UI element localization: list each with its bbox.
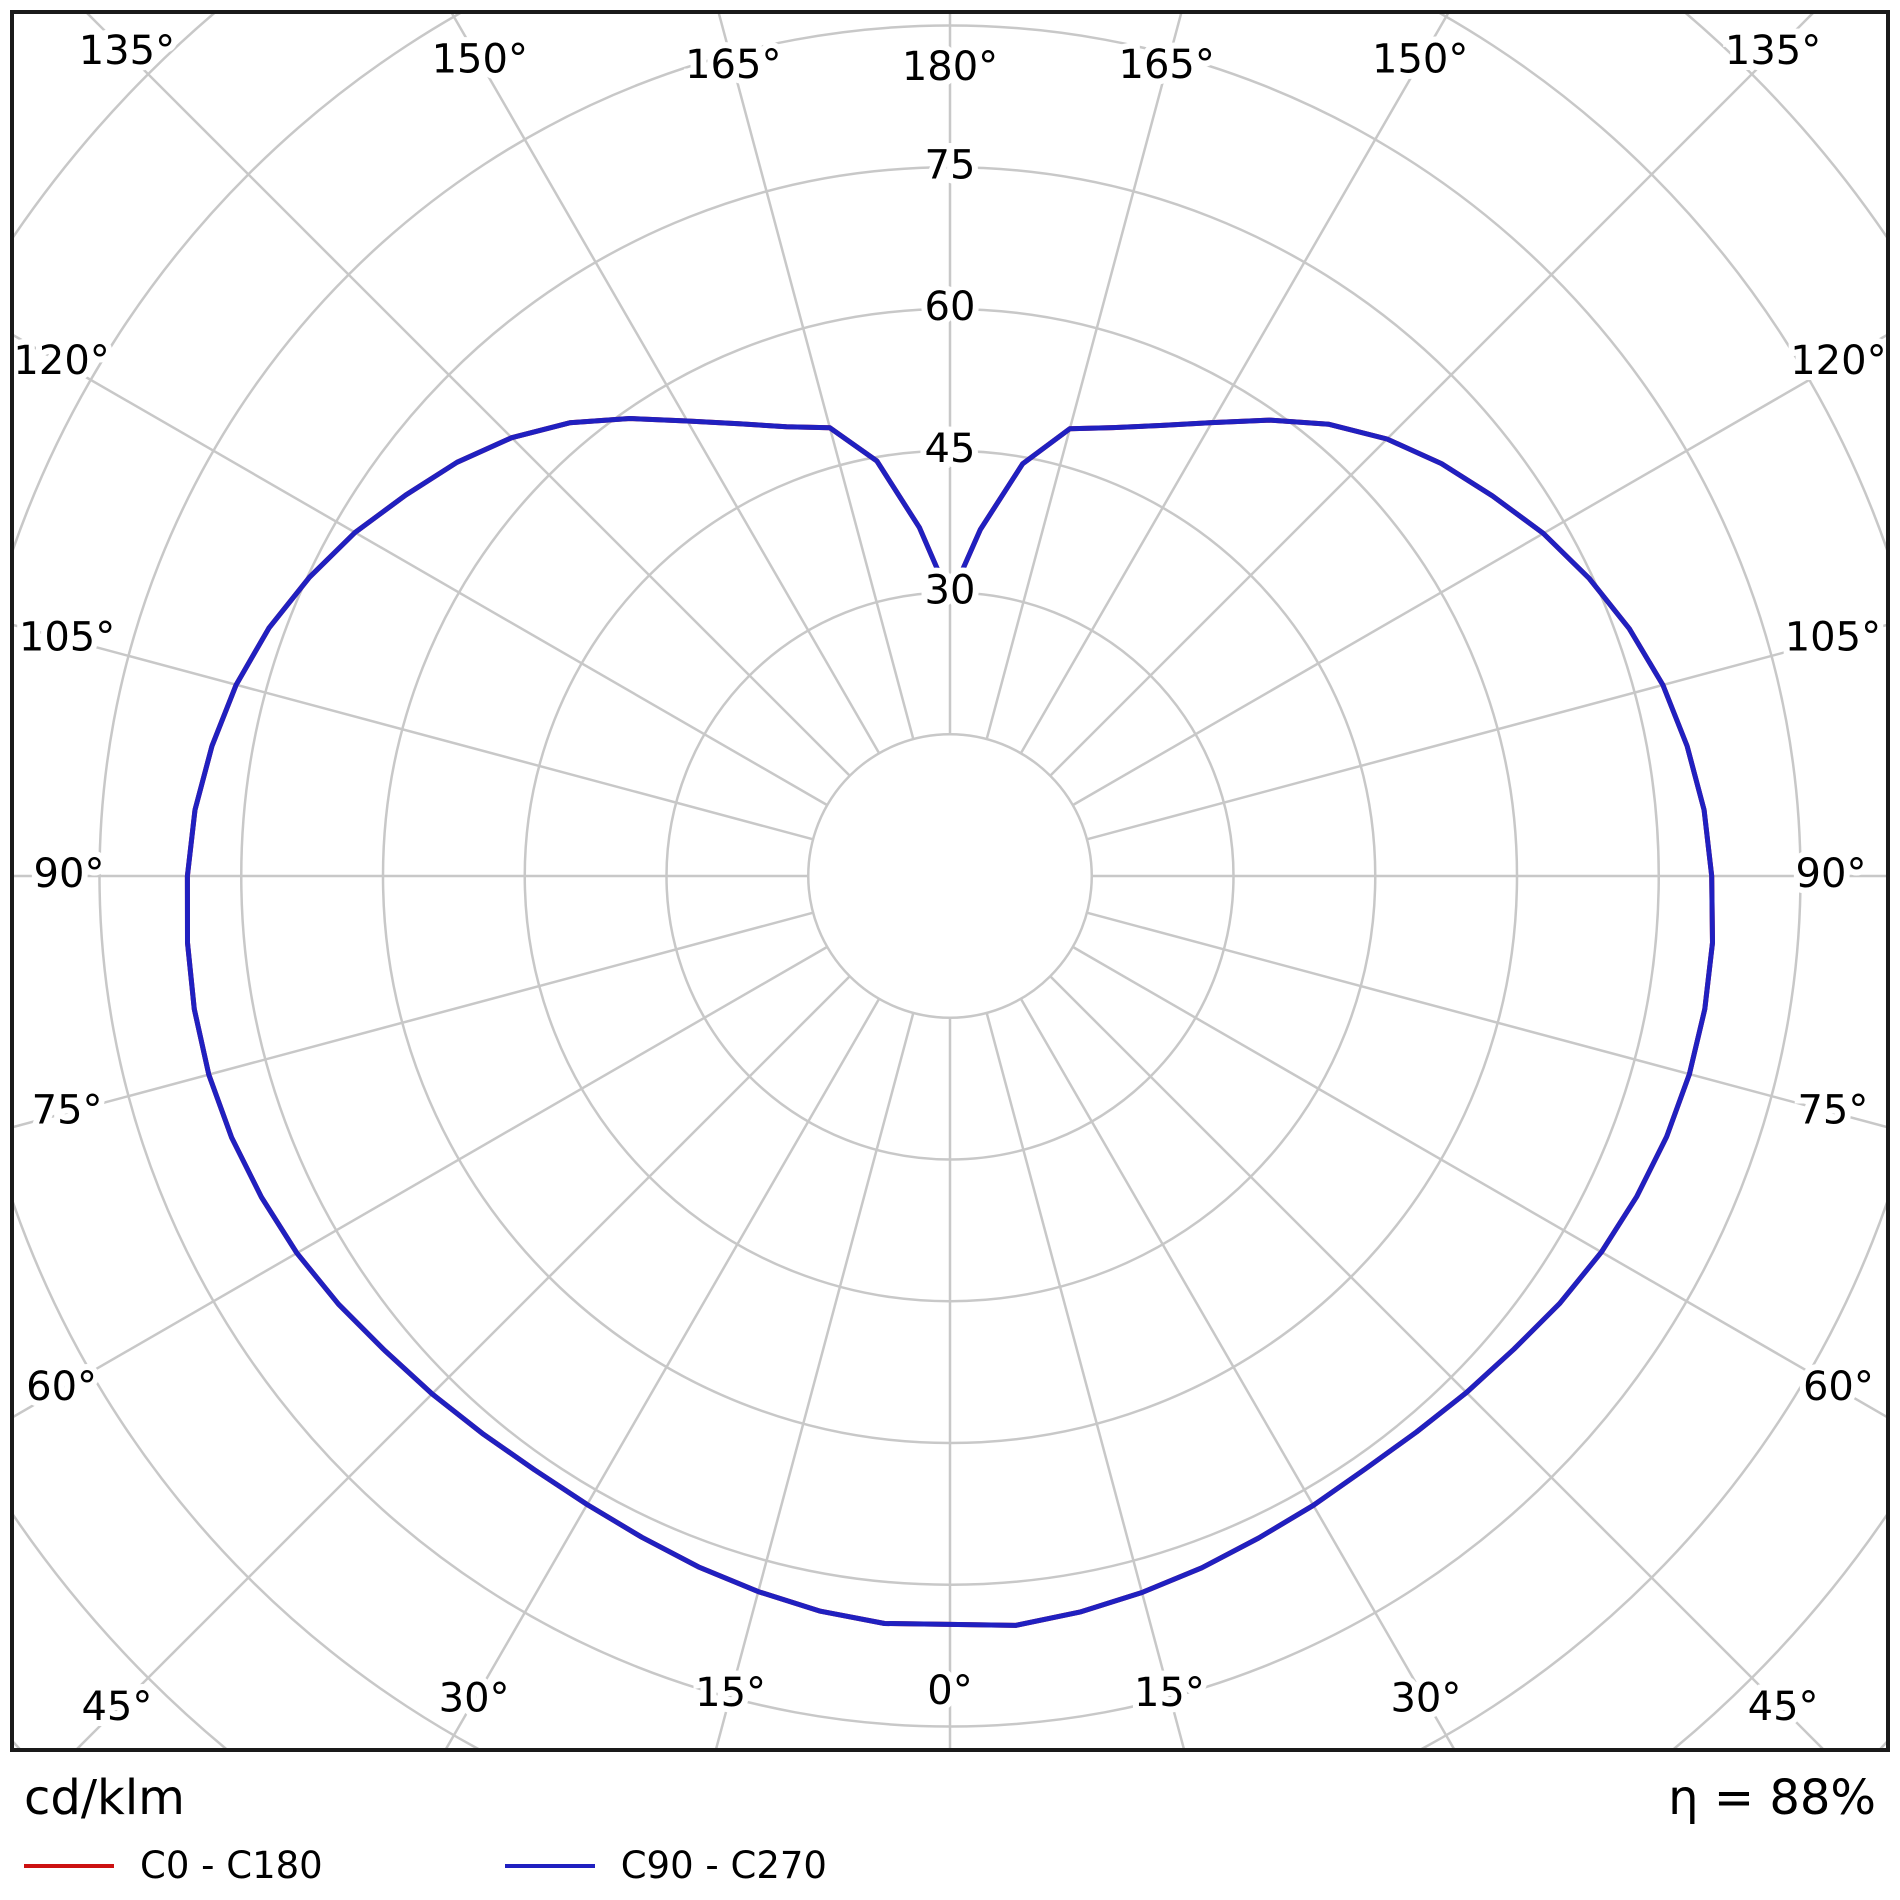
angle-tick-label: 75° (32, 1088, 103, 1134)
grid-spoke (715, 1012, 915, 1748)
angle-tick-label: 180° (902, 44, 998, 90)
angle-tick-label: 135° (79, 28, 175, 74)
grid-spoke (445, 998, 881, 1748)
legend-swatch (504, 1863, 595, 1868)
legend-item-c0-c180: C0 - C180 (24, 1844, 323, 1887)
grid-ring (807, 733, 1093, 1019)
angle-tick-label: 105° (19, 614, 115, 660)
angle-tick-label: 90° (34, 851, 105, 897)
grid-spoke (717, 14, 915, 740)
angle-tick-label: 15° (1134, 1670, 1205, 1716)
angle-tick-label: 60° (26, 1364, 97, 1410)
grid-spoke (1019, 14, 1450, 754)
footer-top-row: cd/klm η = 88% (24, 1770, 1876, 1826)
grid-spoke (1072, 945, 1886, 1418)
radial-tick-label: 75 (925, 142, 976, 188)
radial-tick-label: 60 (925, 284, 976, 330)
legend-label: C90 - C270 (620, 1844, 827, 1887)
legend-item-c90-c270: C90 - C270 (504, 1844, 827, 1887)
grid-spoke (14, 911, 814, 1129)
polar-chart: 30 45 60 75 0° 15° 15° 30° 30° 45° 45° 60° 60° 75° 75°… (14, 14, 1886, 1748)
grid-spoke (1086, 911, 1886, 1129)
angle-tick-label: 165° (1119, 42, 1215, 88)
angle-tick-label: 150° (432, 37, 528, 83)
grid-spoke (1072, 334, 1886, 807)
curve-c90-c270 (184, 416, 1715, 1628)
grid-spoke (985, 1012, 1185, 1748)
angle-tick-label: 120° (14, 338, 110, 384)
grid-spoke (76, 975, 851, 1748)
radial-tick-label: 45 (925, 426, 976, 472)
efficiency-label: η = 88% (1668, 1770, 1876, 1826)
angle-tick-label: 165° (685, 42, 781, 88)
grid-spoke (86, 14, 851, 777)
angle-tick-label: 60° (1803, 1364, 1874, 1410)
grid-spoke (14, 334, 828, 807)
angle-tick-label: 15° (695, 1670, 766, 1716)
legend-swatch (24, 1863, 114, 1868)
chart-footer: cd/klm η = 88% C0 - C180 C90 - C270 (24, 1764, 1876, 1900)
angle-tick-label: 90° (1796, 851, 1867, 897)
legend: C0 - C180 C90 - C270 (24, 1844, 1876, 1887)
angle-tick-label: 0° (927, 1668, 972, 1714)
grid-spoke (985, 14, 1183, 740)
polar-chart-frame: 30 45 60 75 0° 15° 15° 30° 30° 45° 45° 60° 60° 75° 75°… (10, 10, 1890, 1752)
grid-spoke (14, 623, 814, 841)
units-label: cd/klm (24, 1770, 185, 1826)
grid-spoke (14, 945, 828, 1418)
angle-tick-label: 30° (1390, 1675, 1461, 1721)
grid-spoke (1019, 998, 1455, 1748)
grid-spoke (1049, 975, 1824, 1748)
radial-tick-label: 30 (925, 568, 976, 614)
angle-tick-label: 150° (1372, 37, 1468, 83)
grid-spoke (450, 14, 881, 754)
angle-tick-label: 45° (81, 1684, 152, 1730)
grid-spoke (1049, 14, 1814, 777)
legend-label: C0 - C180 (140, 1844, 323, 1887)
angle-tick-label: 45° (1748, 1684, 1819, 1730)
angle-tick-label: 30° (439, 1675, 510, 1721)
angle-tick-label: 105° (1785, 614, 1881, 660)
angle-tick-label: 135° (1725, 28, 1821, 74)
angle-tick-label: 75° (1797, 1088, 1868, 1134)
grid-spoke (1086, 623, 1886, 841)
angle-tick-label: 120° (1790, 338, 1886, 384)
